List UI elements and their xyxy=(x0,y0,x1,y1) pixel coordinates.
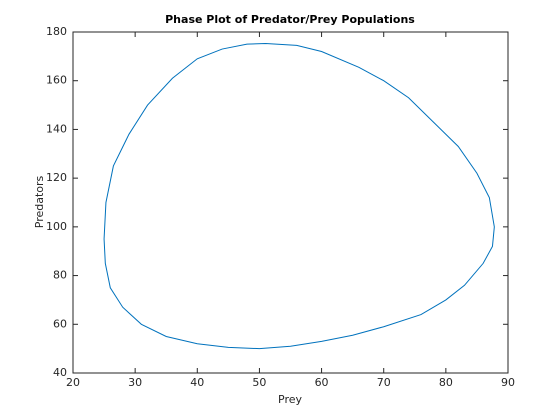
x-tick-label: 70 xyxy=(377,376,391,389)
axes-box xyxy=(72,31,509,374)
x-tick-label: 50 xyxy=(252,376,266,389)
y-tick-label: 160 xyxy=(46,74,67,87)
x-tick-label: 30 xyxy=(128,376,142,389)
y-tick-label: 80 xyxy=(53,269,67,282)
x-tick-label: 80 xyxy=(439,376,453,389)
y-tick-label: 120 xyxy=(46,171,67,184)
y-tick-label: 140 xyxy=(46,122,67,135)
y-tick-label: 40 xyxy=(53,366,67,379)
x-tick-label: 20 xyxy=(66,376,80,389)
y-tick-label: 60 xyxy=(53,317,67,330)
y-axis-label: Predators xyxy=(33,175,46,228)
y-tick-label: 180 xyxy=(46,25,67,38)
x-tick-label: 60 xyxy=(315,376,329,389)
x-tick-label: 40 xyxy=(190,376,204,389)
x-axis-label: Prey xyxy=(278,393,302,406)
x-tick-label: 90 xyxy=(501,376,515,389)
chart-title: Phase Plot of Predator/Prey Populations xyxy=(165,13,415,26)
y-tick-label: 100 xyxy=(46,220,67,233)
data-line xyxy=(103,42,495,350)
